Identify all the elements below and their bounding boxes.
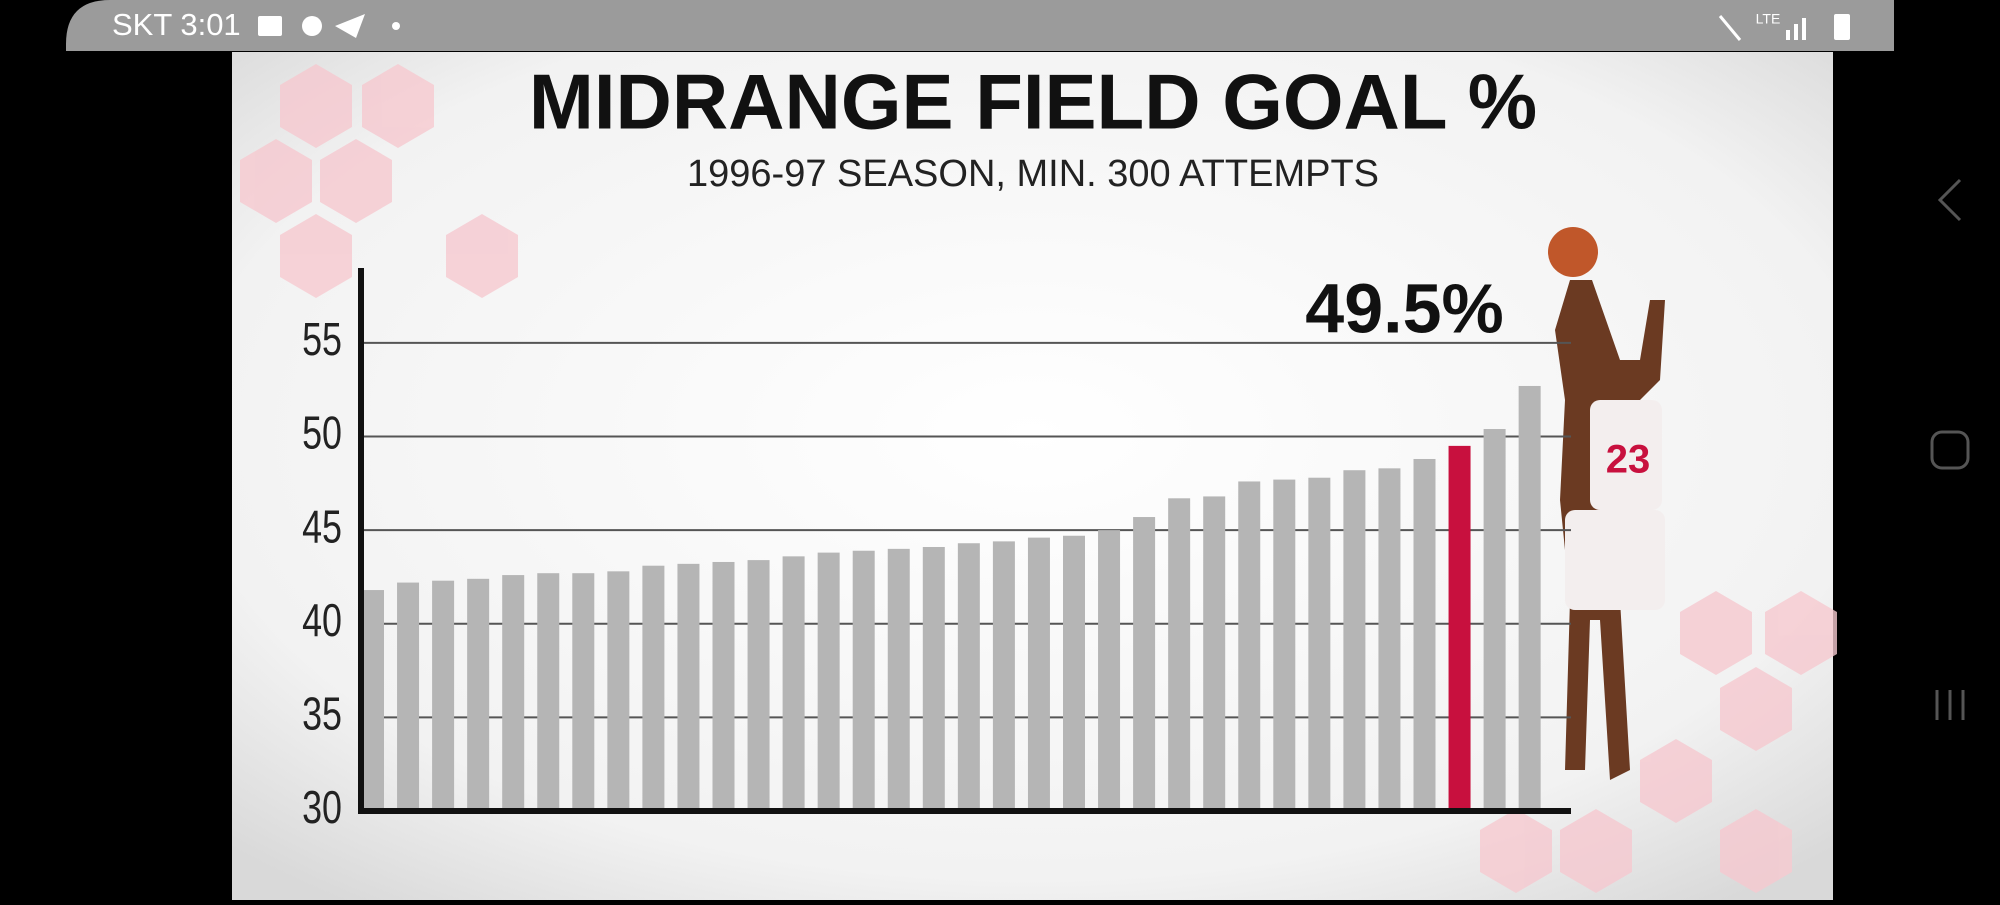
bar — [537, 573, 560, 811]
bar — [747, 560, 770, 811]
y-tick-label: 55 — [302, 314, 342, 365]
network-type: LTE — [1756, 11, 1781, 27]
bar — [957, 543, 980, 811]
player-figure: 23 — [1548, 227, 1665, 780]
bar — [1413, 458, 1436, 811]
bar — [782, 556, 805, 811]
plot: 30 35 40 45 50 55 49.5% — [302, 268, 1571, 833]
bar — [922, 546, 945, 811]
bar — [572, 573, 595, 811]
bar — [362, 590, 384, 811]
bar — [1203, 496, 1226, 811]
bar — [1308, 477, 1331, 811]
bar — [1483, 429, 1506, 811]
y-tick-label: 30 — [302, 782, 342, 833]
hexagon-decoration — [240, 64, 1837, 893]
bar — [677, 563, 700, 811]
chart-title: MIDRANGE FIELD GOAL % — [529, 58, 1537, 146]
y-tick-label: 50 — [302, 407, 342, 458]
bar — [1027, 537, 1050, 811]
bar — [992, 541, 1015, 811]
bar — [712, 561, 735, 811]
bar — [1133, 517, 1156, 811]
carrier-time: SKT 3:01 — [112, 7, 241, 42]
bar — [467, 578, 490, 811]
bar — [852, 550, 875, 811]
bar — [432, 580, 455, 811]
status-icons — [258, 14, 1850, 41]
bar — [1168, 498, 1191, 811]
bar — [642, 565, 665, 811]
bar — [1063, 535, 1085, 811]
status-bar — [66, 0, 1894, 51]
bar — [1098, 530, 1121, 811]
bar — [887, 548, 910, 811]
svg-text:23: 23 — [1606, 438, 1651, 482]
annotation: 49.5% — [1305, 269, 1503, 347]
bar — [817, 552, 840, 811]
bar — [607, 571, 630, 811]
bar — [1378, 468, 1401, 811]
bar — [1343, 470, 1366, 811]
nav-buttons[interactable] — [1930, 178, 1970, 720]
bar — [1448, 445, 1471, 811]
y-tick-label: 35 — [302, 688, 342, 739]
chart-subtitle: 1996-97 SEASON, MIN. 300 ATTEMPTS — [687, 153, 1379, 195]
y-tick-label: 40 — [302, 595, 342, 646]
bar — [502, 575, 525, 811]
bar — [1518, 385, 1541, 811]
y-tick-label: 45 — [302, 501, 342, 552]
bar — [397, 582, 420, 811]
bar — [1273, 479, 1296, 811]
bar — [1238, 481, 1261, 811]
